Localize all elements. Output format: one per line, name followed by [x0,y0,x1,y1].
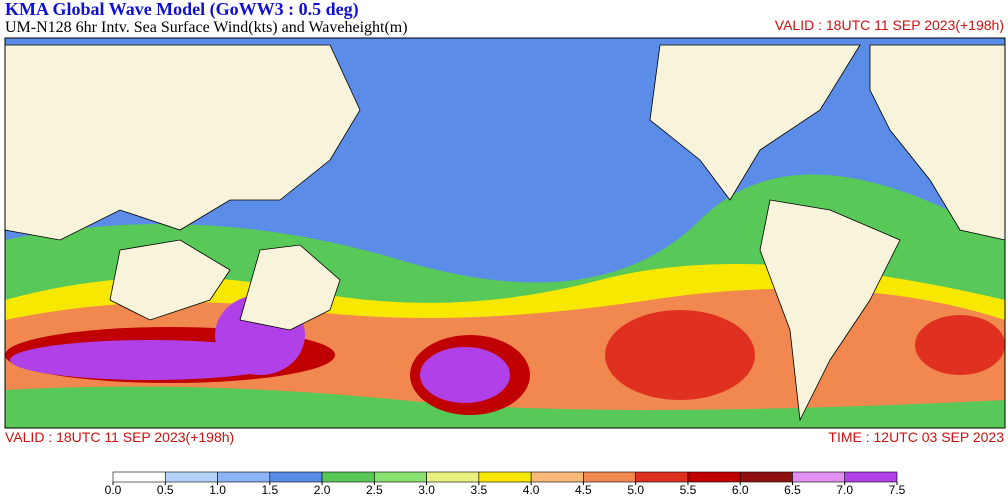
tick-label: 6.0 [732,483,749,496]
subtitle: UM-N128 6hr Intv. Sea Surface Wind(kts) … [5,19,408,36]
map [4,37,1006,429]
color-swatch [635,471,689,483]
color-swatch [792,471,846,483]
land [109,239,231,321]
tick-label: 7.5 [889,483,906,496]
color-swatch [217,471,271,483]
color-swatch [426,471,480,483]
title: KMA Global Wave Model (GoWW3 : 0.5 deg) [5,0,359,20]
land [649,44,861,201]
tick-label: 3.0 [418,483,435,496]
tick-label: 0.5 [157,483,174,496]
land [759,199,901,422]
tick-label: 0.0 [105,483,122,496]
tick-label: 5.5 [680,483,697,496]
tick-label: 2.0 [314,483,331,496]
color-swatch [583,471,636,483]
valid-bottom: VALID : 18UTC 11 SEP 2023(+198h) [5,429,234,445]
tick-label: 1.5 [261,483,278,496]
colorbar: 0.0 0.5 1.0 1.5 2.0 2.5 3.0 3.5 4.0 4.5 5.0 5.5 6.0 6… [105,471,906,496]
color-swatch [478,471,532,483]
color-swatch [530,471,584,483]
valid-top: VALID : 18UTC 11 SEP 2023(+198h) [775,17,1004,33]
tick-label: 7.0 [836,483,853,496]
color-swatch [321,471,375,483]
map-frame [4,37,1006,429]
color-swatch [844,471,898,483]
wave-blob [605,310,755,400]
tick-label: 5.0 [627,483,644,496]
color-swatch [739,471,793,483]
tick-label: 1.0 [209,483,226,496]
wave-blob [420,347,510,403]
tick-label: 4.5 [575,483,592,496]
tick-label: 6.5 [784,483,801,496]
tick-label: 4.0 [523,483,540,496]
wave-blob [915,315,1005,375]
color-swatch [374,471,427,483]
land [4,44,361,241]
land [239,244,341,331]
tick-label: 2.5 [366,483,383,496]
time: TIME : 12UTC 03 SEP 2023 [828,429,1004,445]
color-swatch [687,471,741,483]
color-swatch [164,471,218,483]
color-swatch [112,471,166,483]
tick-label: 3.5 [471,483,488,496]
color-swatch [269,471,323,483]
